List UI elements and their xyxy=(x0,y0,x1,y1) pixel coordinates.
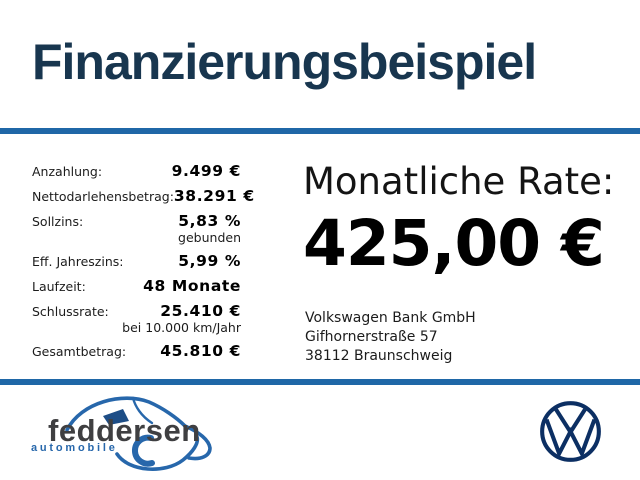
dealer-name: feddersen xyxy=(48,413,201,448)
row-label: Sollzins: xyxy=(32,214,84,229)
row-value: 25.410 € xyxy=(160,302,241,320)
row-value: 5,83 % xyxy=(178,212,241,230)
row-label: Laufzeit: xyxy=(32,279,86,294)
feddersen-logo: feddersen automobile xyxy=(25,390,225,478)
bank-address-line: Volkswagen Bank GmbH xyxy=(305,310,476,326)
row-note: gebunden xyxy=(178,230,241,245)
row-label: Nettodarlehensbetrag: xyxy=(32,189,174,204)
bank-address-line: Gifhornerstraße 57 xyxy=(305,329,438,345)
monthly-rate-label: Monatliche Rate: xyxy=(303,160,615,203)
row-value: 5,99 % xyxy=(178,252,241,270)
table-row-laufzeit: Laufzeit: 48 Monate xyxy=(32,277,241,295)
row-label: Eff. Jahreszins: xyxy=(32,254,124,269)
table-row-gesamtbetrag: Gesamtbetrag: 45.810 € xyxy=(32,342,241,360)
row-value: 38.291 € xyxy=(173,187,255,205)
bank-address: Volkswagen Bank GmbH Gifhornerstraße 57 … xyxy=(305,309,476,366)
row-label: Gesamtbetrag: xyxy=(32,344,127,359)
table-row-eff-jahreszins: Eff. Jahreszins: 5,99 % xyxy=(32,252,241,270)
feddersen-car-sketch-icon xyxy=(65,396,212,471)
row-value: 45.810 € xyxy=(160,342,241,360)
table-row-schlussrate: Schlussrate: 25.410 € bei 10.000 km/Jahr xyxy=(32,302,241,335)
footer-divider-rule xyxy=(0,379,640,385)
finance-table: Anzahlung: 9.499 € Nettodarlehensbetrag:… xyxy=(32,162,254,367)
monthly-rate-panel: Monatliche Rate: 425,00 € xyxy=(303,160,633,280)
row-label: Schlussrate: xyxy=(32,304,109,319)
header-divider-rule xyxy=(0,128,640,134)
monthly-rate-value: 425,00 € xyxy=(303,207,605,280)
dealer-subtitle: automobile xyxy=(31,442,118,454)
row-label: Anzahlung: xyxy=(32,164,103,179)
page-title: Finanzierungsbeispiel xyxy=(32,34,537,90)
row-note: bei 10.000 km/Jahr xyxy=(122,320,241,335)
table-row-anzahlung: Anzahlung: 9.499 € xyxy=(32,162,241,180)
table-row-sollzins: Sollzins: 5,83 % gebunden xyxy=(32,212,241,245)
row-value: 9.499 € xyxy=(171,162,241,180)
row-value: 48 Monate xyxy=(143,277,241,295)
vw-logo-icon xyxy=(540,401,601,462)
bank-address-line: 38112 Braunschweig xyxy=(305,348,453,364)
table-row-nettodarlehensbetrag: Nettodarlehensbetrag: 38.291 € xyxy=(32,187,254,205)
